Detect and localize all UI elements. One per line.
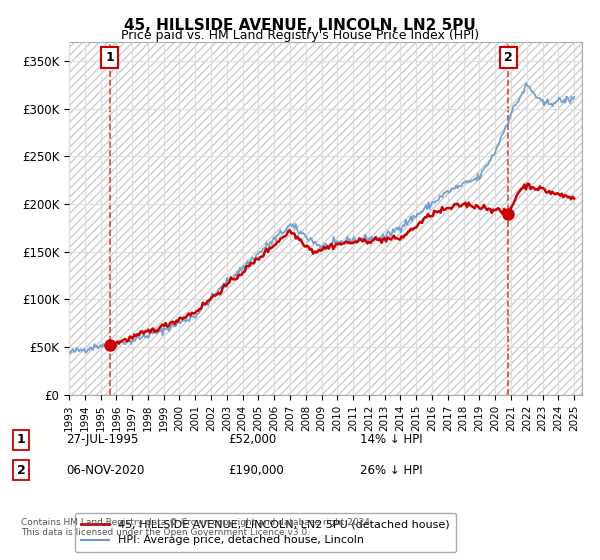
Text: 1: 1 <box>105 51 114 64</box>
Text: £52,000: £52,000 <box>228 433 276 446</box>
Text: 45, HILLSIDE AVENUE, LINCOLN, LN2 5PU: 45, HILLSIDE AVENUE, LINCOLN, LN2 5PU <box>124 18 476 33</box>
Text: Contains HM Land Registry data © Crown copyright and database right 2024.
This d: Contains HM Land Registry data © Crown c… <box>21 518 373 538</box>
Text: 2: 2 <box>17 464 25 477</box>
Text: 27-JUL-1995: 27-JUL-1995 <box>66 433 139 446</box>
Text: 14% ↓ HPI: 14% ↓ HPI <box>360 433 422 446</box>
Text: 26% ↓ HPI: 26% ↓ HPI <box>360 464 422 477</box>
Legend: 45, HILLSIDE AVENUE, LINCOLN, LN2 5PU (detached house), HPI: Average price, deta: 45, HILLSIDE AVENUE, LINCOLN, LN2 5PU (d… <box>74 514 456 552</box>
Text: £190,000: £190,000 <box>228 464 284 477</box>
Text: 1: 1 <box>17 433 25 446</box>
Text: Price paid vs. HM Land Registry's House Price Index (HPI): Price paid vs. HM Land Registry's House … <box>121 29 479 42</box>
Text: 2: 2 <box>504 51 513 64</box>
Text: 06-NOV-2020: 06-NOV-2020 <box>66 464 145 477</box>
